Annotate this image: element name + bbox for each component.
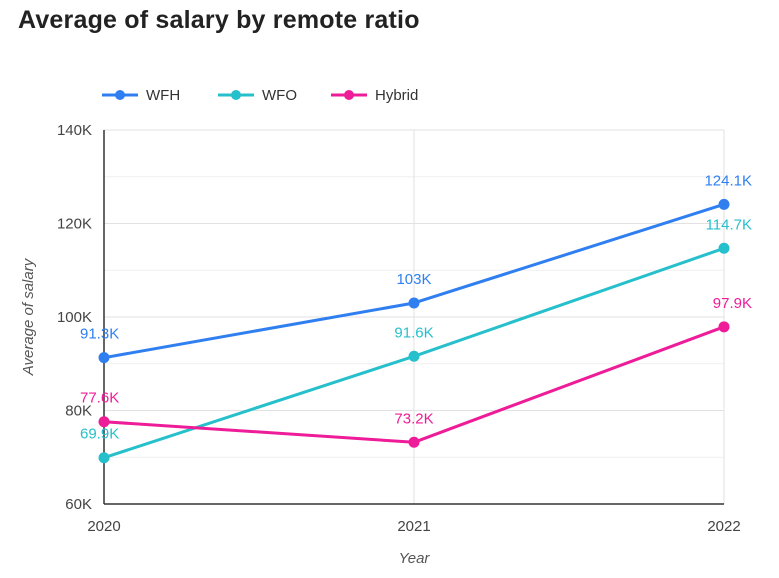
x-tick-label: 2021 [397, 518, 430, 535]
x-axis-title: Year [399, 550, 431, 567]
legend-label: WFO [262, 87, 297, 104]
data-point-wfh [408, 297, 420, 309]
data-point-wfo [408, 350, 420, 362]
data-labels: 91.3K 103K 124.1K 69.9K 91.6K 114.7K 77.6K 73.2… [80, 172, 752, 442]
legend-item-hybrid: Hybrid [331, 87, 418, 104]
data-point-wfo [718, 242, 730, 254]
data-label-wfo: 91.6K [394, 324, 433, 341]
legend-label: Hybrid [375, 87, 418, 104]
data-label-wfo: 69.9K [80, 426, 119, 443]
legend-marker [115, 90, 125, 100]
legend-item-wfh: WFH [102, 87, 180, 104]
x-tick-label: 2022 [707, 518, 740, 535]
data-label-wfh: 103K [396, 271, 431, 288]
data-label-hybrid: 77.6K [80, 390, 119, 407]
data-label-hybrid: 97.9K [713, 295, 752, 312]
data-point-hybrid [408, 436, 420, 448]
data-label-wfh: 124.1K [704, 172, 752, 189]
data-point-hybrid [98, 416, 110, 428]
series [98, 198, 730, 464]
legend-item-wfo: WFO [218, 87, 297, 104]
data-point-wfh [98, 352, 110, 364]
data-label-wfo: 114.7K [706, 216, 752, 233]
data-point-wfo [98, 452, 110, 464]
data-label-wfh: 91.3K [80, 326, 119, 343]
data-label-hybrid: 73.2K [394, 410, 433, 427]
y-tick-label: 60K [65, 496, 92, 513]
y-tick-label: 100K [57, 309, 92, 326]
axes: 60K 80K 100K 120K 140K 2020 2021 2022 Year Averag… [20, 122, 741, 567]
y-tick-label: 80K [65, 403, 92, 420]
legend-marker [344, 90, 354, 100]
grid-lines [104, 129, 725, 505]
data-point-wfh [718, 198, 730, 210]
y-axis-title: Average of salary [20, 257, 37, 376]
legend: WFH WFO Hybrid [102, 87, 418, 104]
y-tick-label: 120K [57, 216, 92, 233]
y-tick-label: 140K [57, 122, 92, 139]
legend-label: WFH [146, 87, 180, 104]
legend-marker [231, 90, 241, 100]
x-tick-label: 2020 [87, 518, 120, 535]
chart-title: Average of salary by remote ratio [18, 6, 420, 34]
data-point-hybrid [718, 321, 730, 333]
